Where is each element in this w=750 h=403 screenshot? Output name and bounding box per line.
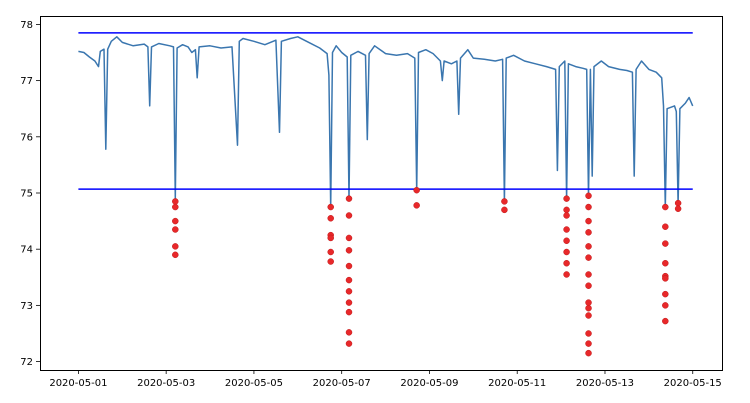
- anomaly-point-30: [563, 226, 570, 233]
- anomaly-point-27: [563, 195, 570, 202]
- anomaly-point-46: [585, 330, 592, 337]
- x-tick-label: 2020-05-15: [664, 378, 722, 389]
- y-tick-label: 72: [20, 357, 33, 368]
- anomaly-point-5: [172, 251, 179, 259]
- x-tick-label: 2020-05-09: [400, 378, 458, 389]
- anomaly-point-29: [563, 212, 570, 219]
- anomaly-point-51: [662, 240, 669, 247]
- anomaly-point-20: [345, 308, 353, 316]
- plot-area: [78, 32, 694, 357]
- anomaly-point-12: [345, 195, 353, 202]
- anomaly-point-0: [172, 198, 179, 205]
- anomaly-point-15: [345, 247, 353, 254]
- anomaly-point-52: [662, 259, 669, 267]
- anomaly-point-39: [585, 243, 592, 250]
- y-tick-label: 75: [20, 189, 33, 200]
- series-line-0: [78, 36, 694, 208]
- anomaly-point-32: [563, 248, 570, 256]
- anomaly-point-7: [327, 215, 334, 222]
- x-axis: 2020-05-01 2020-05-03 2020-05-05 2020-05-07…: [49, 370, 722, 389]
- anomaly-point-17: [345, 276, 353, 284]
- anomaly-point-45: [585, 312, 592, 319]
- anomaly-point-3: [172, 226, 179, 233]
- anomaly-point-48: [585, 349, 592, 357]
- anomaly-point-21: [345, 329, 353, 336]
- anomaly-point-47: [585, 340, 592, 347]
- y-axis: 72 73 74 75 76 77 78: [20, 20, 40, 368]
- anomaly-point-11: [327, 258, 334, 265]
- anomaly-point-57: [662, 317, 669, 325]
- anomaly-point-19: [345, 299, 353, 306]
- anomaly-point-22: [345, 340, 353, 347]
- x-tick-label: 2020-05-03: [137, 378, 195, 389]
- anomaly-point-58: [674, 199, 682, 207]
- anomaly-point-13: [345, 212, 353, 219]
- anomaly-point-4: [172, 243, 179, 250]
- y-tick-label: 76: [20, 132, 33, 143]
- anomaly-point-37: [585, 217, 592, 225]
- anomaly-point-55: [662, 290, 669, 298]
- anomaly-point-2: [172, 217, 179, 225]
- anomaly-point-50: [662, 223, 669, 230]
- anomaly-point-24: [413, 202, 420, 209]
- anomaly-point-43: [585, 299, 592, 306]
- anomaly-point-28: [563, 206, 570, 214]
- anomaly-point-35: [585, 192, 592, 200]
- x-tick-label: 2020-05-13: [576, 378, 634, 389]
- y-tick-label: 73: [20, 301, 33, 312]
- plot-frame: [40, 16, 723, 371]
- anomaly-point-31: [563, 237, 570, 245]
- anomaly-point-40: [585, 254, 592, 261]
- anomaly-point-54: [662, 275, 669, 282]
- anomaly-point-18: [345, 288, 353, 295]
- anomaly-point-44: [585, 304, 592, 312]
- anomaly-point-36: [585, 203, 592, 211]
- anomaly-point-6: [327, 203, 334, 211]
- anomaly-point-25: [501, 198, 508, 205]
- y-tick-label: 77: [20, 76, 33, 87]
- y-tick-label: 74: [20, 245, 33, 256]
- x-tick-label: 2020-05-07: [313, 378, 371, 389]
- anomaly-point-16: [345, 262, 353, 270]
- x-tick-label: 2020-05-01: [49, 378, 107, 389]
- anomaly-point-56: [662, 302, 669, 309]
- anomaly-point-49: [662, 203, 669, 211]
- anomaly-point-10: [327, 248, 334, 256]
- anomaly-point-26: [501, 206, 508, 214]
- anomaly-point-23: [413, 186, 420, 194]
- anomaly-point-9: [327, 234, 334, 242]
- anomaly-point-42: [585, 282, 592, 289]
- anomaly-point-33: [563, 259, 570, 267]
- anomaly-point-1: [172, 203, 179, 211]
- anomaly-point-38: [585, 229, 592, 236]
- anomaly-point-14: [345, 234, 353, 242]
- y-tick-label: 78: [20, 20, 33, 31]
- x-tick-label: 2020-05-05: [225, 378, 283, 389]
- anomaly-point-59: [674, 205, 682, 212]
- anomaly-point-34: [563, 271, 570, 278]
- anomaly-point-41: [585, 271, 592, 278]
- x-tick-label: 2020-05-11: [488, 378, 546, 389]
